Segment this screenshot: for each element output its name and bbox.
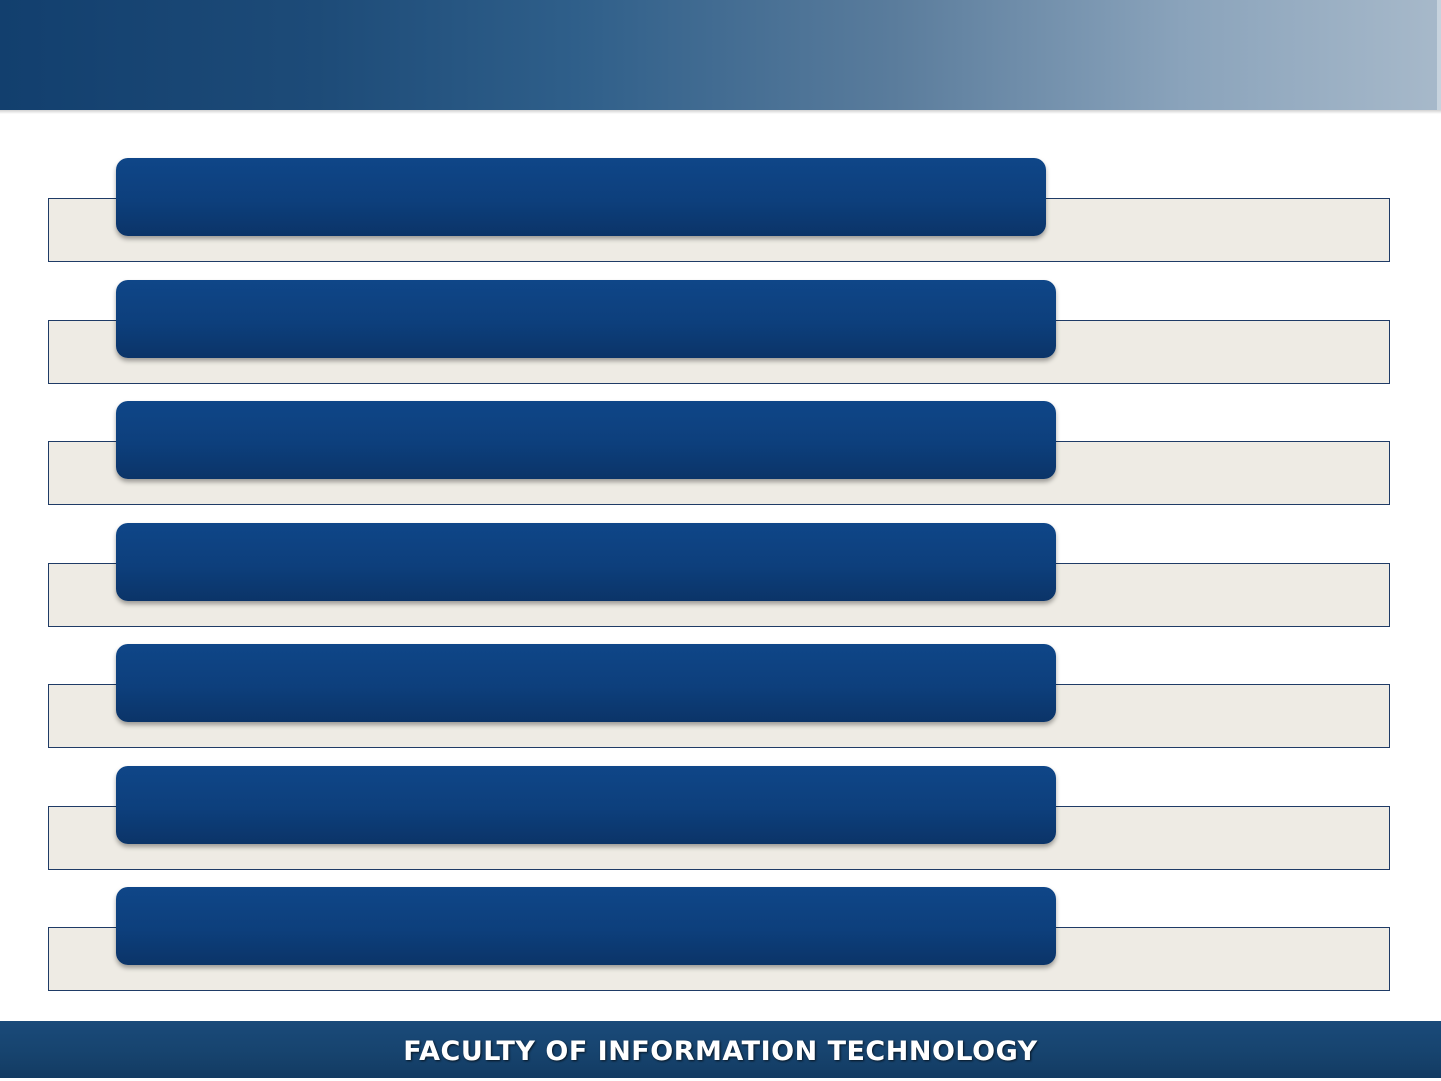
top-banner-shadow [0, 110, 1441, 114]
list-item [0, 766, 1441, 876]
list-item [0, 280, 1441, 390]
list-item [0, 523, 1441, 633]
list-item [0, 887, 1441, 997]
footer-line [0, 1078, 1441, 1081]
list-item [0, 644, 1441, 754]
list-item [0, 158, 1441, 268]
row-label [116, 401, 1056, 479]
row-label [116, 158, 1046, 236]
list-item [0, 401, 1441, 511]
top-banner [0, 0, 1441, 110]
row-label [116, 644, 1056, 722]
row-label [116, 280, 1056, 358]
top-banner-edge [1437, 0, 1441, 110]
row-label [116, 523, 1056, 601]
row-label [116, 887, 1056, 965]
row-label [116, 766, 1056, 844]
footer-title: FACULTY OF INFORMATION TECHNOLOGY [403, 1035, 1038, 1067]
footer-bar [0, 1021, 1441, 1081]
